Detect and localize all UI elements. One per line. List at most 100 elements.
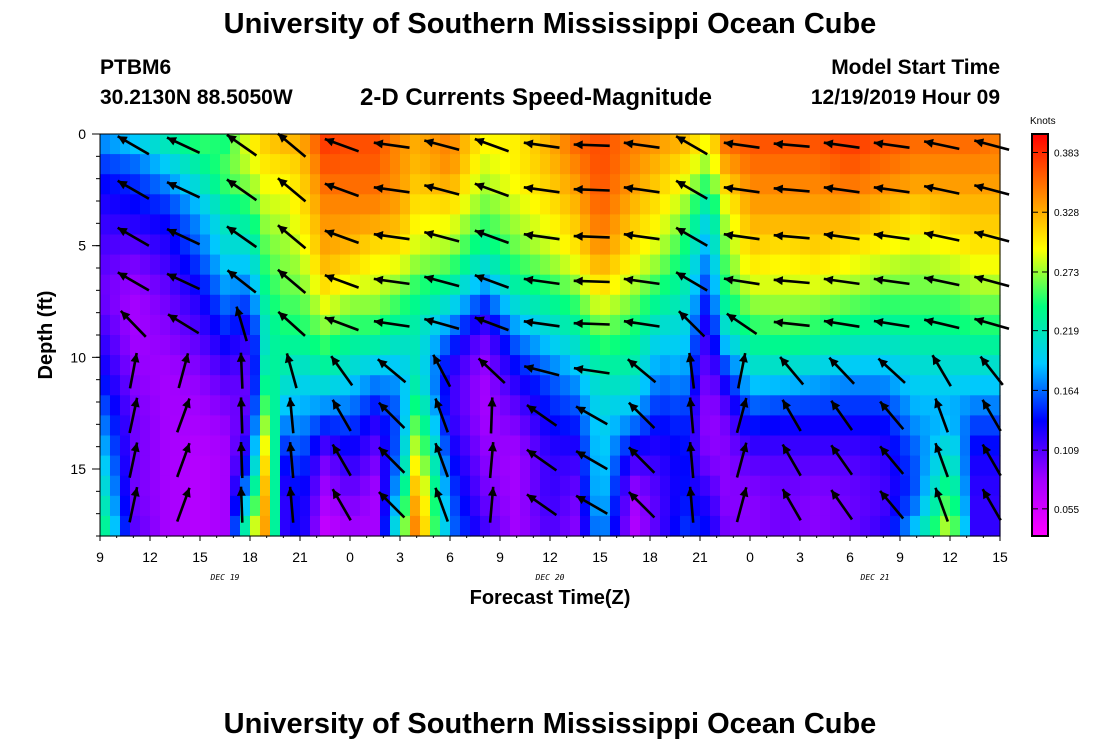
heatmap-cell <box>190 335 201 356</box>
heatmap-cell <box>970 375 981 396</box>
heatmap-cell <box>300 274 311 296</box>
heatmap-cell <box>980 174 991 195</box>
current-vector <box>236 397 246 434</box>
heatmap-cell <box>380 174 391 195</box>
heatmap-cell <box>200 314 211 336</box>
heatmap-cell <box>800 335 811 356</box>
current-vector <box>166 272 201 291</box>
heatmap-cell <box>930 415 941 437</box>
current-vector <box>981 443 1002 477</box>
heatmap-cell <box>670 435 681 457</box>
heatmap-cell <box>780 495 791 517</box>
heatmap-cell <box>960 455 971 477</box>
heatmap-cell <box>340 515 351 537</box>
heatmap-cell <box>190 234 201 256</box>
vector-arrowhead <box>523 275 534 285</box>
heatmap-cell <box>510 475 521 497</box>
vector-arrowhead <box>182 487 191 498</box>
vector-arrowhead <box>627 359 638 369</box>
heatmap-cell <box>680 234 691 256</box>
heatmap-cell <box>600 254 611 276</box>
heatmap-cell <box>200 475 211 497</box>
heatmap-cell <box>290 234 301 256</box>
heatmap-cell <box>840 214 851 236</box>
heatmap-cell <box>810 294 821 316</box>
current-vector <box>226 133 258 157</box>
y-axis-title: Depth (ft) <box>35 291 57 380</box>
heatmap-cell <box>420 274 431 296</box>
heatmap-cell <box>210 274 221 296</box>
heatmap-cell <box>670 174 681 195</box>
heatmap-cell <box>160 375 171 396</box>
heatmap-cell <box>320 495 331 517</box>
heatmap-cell <box>130 515 141 537</box>
current-vector <box>623 318 660 328</box>
heatmap-cell <box>400 234 411 256</box>
heatmap-cell <box>420 214 431 236</box>
heatmap-cell <box>170 314 181 336</box>
heatmap-cell <box>210 134 221 155</box>
heatmap-cell <box>300 475 311 497</box>
heatmap-cell <box>720 214 731 236</box>
heatmap-cell <box>870 234 881 256</box>
heatmap-cell <box>210 455 221 477</box>
heatmap-cell <box>680 154 691 175</box>
heatmap-cell <box>210 375 221 396</box>
heatmap-cell <box>950 475 961 497</box>
heatmap-cell <box>790 395 801 416</box>
heatmap-cell <box>300 154 311 175</box>
heatmap-cell <box>460 274 471 296</box>
heatmap-cell <box>830 254 841 276</box>
heatmap-cell <box>280 335 291 356</box>
heatmap-cell <box>310 395 321 416</box>
current-vector <box>236 352 246 389</box>
heatmap-cell <box>830 435 841 457</box>
heatmap-cell <box>260 174 271 195</box>
heatmap-cell <box>500 234 511 256</box>
heatmap-cell <box>210 495 221 517</box>
heatmap-cell <box>370 495 381 517</box>
heatmap-cell <box>610 174 621 195</box>
heatmap-cell <box>420 194 431 215</box>
vector-arrowhead <box>823 139 834 149</box>
heatmap-cell <box>930 274 941 296</box>
heatmap-cell <box>860 395 871 416</box>
heatmap-cell <box>370 375 381 396</box>
heatmap-cell <box>260 254 271 276</box>
vector-arrowhead <box>424 317 435 326</box>
heatmap-cell <box>980 194 991 215</box>
current-vector <box>627 401 656 430</box>
vector-arrowhead <box>829 357 839 368</box>
heatmap-cell <box>310 234 321 256</box>
current-vector <box>277 310 306 337</box>
heatmap-cell <box>130 475 141 497</box>
heatmap-cell <box>110 515 121 537</box>
heatmap-cell <box>640 154 651 175</box>
heatmap-cell <box>150 254 161 276</box>
heatmap-cell <box>590 435 601 457</box>
heatmap-cell <box>640 475 651 497</box>
heatmap-cell <box>700 455 711 477</box>
heatmap-cell <box>410 314 421 336</box>
current-vector <box>623 184 660 194</box>
heatmap-cell <box>460 375 471 396</box>
heatmap-cell <box>490 355 501 376</box>
heatmap-cell <box>840 355 851 376</box>
heatmap-cell <box>780 234 791 256</box>
heatmap-cell <box>650 214 661 236</box>
heatmap-cell <box>750 214 761 236</box>
heatmap-cell <box>480 435 491 457</box>
heatmap-cell <box>390 395 401 416</box>
vector-arrowhead <box>167 137 178 146</box>
heatmap-cell <box>270 395 281 416</box>
heatmap-cell <box>310 515 321 537</box>
heatmap-cell <box>920 415 931 437</box>
heatmap-cell <box>560 415 571 437</box>
current-vector <box>934 442 950 478</box>
heatmap-cell <box>920 475 931 497</box>
heatmap-cell <box>740 415 751 437</box>
heatmap-cell <box>260 234 271 256</box>
heatmap-cell <box>690 495 701 517</box>
heatmap-cell <box>470 455 481 477</box>
current-vector <box>877 357 906 384</box>
